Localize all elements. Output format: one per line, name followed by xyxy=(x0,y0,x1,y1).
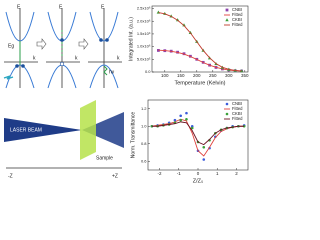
y-tick-label: 1.0 xyxy=(141,123,147,128)
point xyxy=(202,145,206,149)
laser-label: LASER BEAM xyxy=(10,127,42,133)
photon-label: hν xyxy=(109,69,115,75)
legend-swatch xyxy=(225,102,229,106)
photon xyxy=(3,75,14,80)
legend-label: Fitted xyxy=(232,22,243,27)
x-tick-label: -2 xyxy=(158,171,162,176)
fit-line xyxy=(151,121,245,146)
laser-beam xyxy=(82,112,124,148)
legend-swatch xyxy=(225,112,229,116)
x-tick-label: 300 xyxy=(225,73,233,78)
legend-label: Fitted xyxy=(232,116,243,121)
conduction-band xyxy=(89,11,119,42)
x-axis-label: Z/Z₀ xyxy=(193,178,204,184)
legend-label: CKBI xyxy=(232,17,242,22)
point xyxy=(190,126,194,130)
x-tick-label: 1 xyxy=(216,171,219,176)
y-tick-label: 0.8 xyxy=(141,141,147,146)
fit-line xyxy=(158,49,242,72)
y-tick-label: 5.0x10⁵ xyxy=(137,56,151,61)
electron xyxy=(21,64,25,68)
legend-swatch xyxy=(225,8,229,12)
x-tick-label: -1 xyxy=(177,171,181,176)
x-tick-label: 150 xyxy=(177,73,185,78)
fit-line xyxy=(151,118,245,157)
electron xyxy=(60,38,64,42)
point xyxy=(179,118,182,122)
electron xyxy=(15,64,19,68)
point xyxy=(173,118,177,122)
point xyxy=(242,124,246,128)
emission xyxy=(103,65,108,76)
z-label: -Z xyxy=(8,173,13,179)
y-tick-label: 1.0x10⁶ xyxy=(137,44,151,49)
laser-beam xyxy=(4,118,82,142)
electron xyxy=(105,38,109,42)
x-tick-label: 0 xyxy=(197,171,200,176)
step-arrow xyxy=(36,38,47,50)
electron xyxy=(99,38,103,42)
y-axis-label: Integrated Int. (a.u.) xyxy=(128,17,134,61)
point xyxy=(179,114,182,118)
point xyxy=(202,158,206,161)
k-label: k xyxy=(75,55,78,61)
y-axis-label: Norm. Transmittance xyxy=(130,112,136,159)
figure: E E E k k k Eg hν LASER BEAM Sample -Z +… xyxy=(3,4,249,184)
legend-label: CKBI xyxy=(232,111,242,116)
x-tick-label: 100 xyxy=(161,73,169,78)
point xyxy=(182,23,186,27)
z-label: +Z xyxy=(112,173,118,179)
legend-label: Fitted xyxy=(232,106,243,111)
legend-label: CNBI xyxy=(232,101,242,106)
plot-frame xyxy=(151,5,249,73)
x-tick-label: 200 xyxy=(193,73,201,78)
y-tick-label: 0.6 xyxy=(141,158,147,163)
x-axis-label: Temperature (Kelvin) xyxy=(174,80,225,86)
legend-label: CNBI xyxy=(232,7,242,12)
legend-swatch xyxy=(225,18,229,22)
x-tick-label: 250 xyxy=(209,73,217,78)
sample-label: Sample xyxy=(96,155,113,161)
energy-label: E xyxy=(17,4,21,10)
y-tick-label: 2.5x10⁶ xyxy=(137,6,151,11)
energy-label: E xyxy=(59,4,63,10)
point xyxy=(150,124,154,128)
y-tick-label: 1.5x10⁶ xyxy=(137,31,151,36)
y-tick-label: 0.0 xyxy=(145,69,151,74)
point xyxy=(185,111,188,115)
sample xyxy=(80,100,96,160)
point xyxy=(185,117,188,121)
valence-band xyxy=(89,64,119,89)
band-diagram: E E E k k k Eg hν xyxy=(3,4,122,89)
energy-label: E xyxy=(101,4,105,10)
z-scan-setup: LASER BEAM Sample -Z +Z xyxy=(4,100,124,179)
k-label: k xyxy=(117,55,120,61)
hole xyxy=(59,61,65,67)
gap-label: Eg xyxy=(8,43,14,49)
x-tick-label: 350 xyxy=(241,73,249,78)
legend-label: Fitted xyxy=(232,12,243,17)
y-tick-label: 1.2 xyxy=(141,106,147,111)
step-arrow xyxy=(78,38,89,50)
valence-band xyxy=(5,64,35,89)
fit-line xyxy=(158,12,242,72)
y-tick-label: 2.0x10⁶ xyxy=(137,18,151,23)
k-label: k xyxy=(33,55,36,61)
x-tick-label: 2 xyxy=(235,171,238,176)
